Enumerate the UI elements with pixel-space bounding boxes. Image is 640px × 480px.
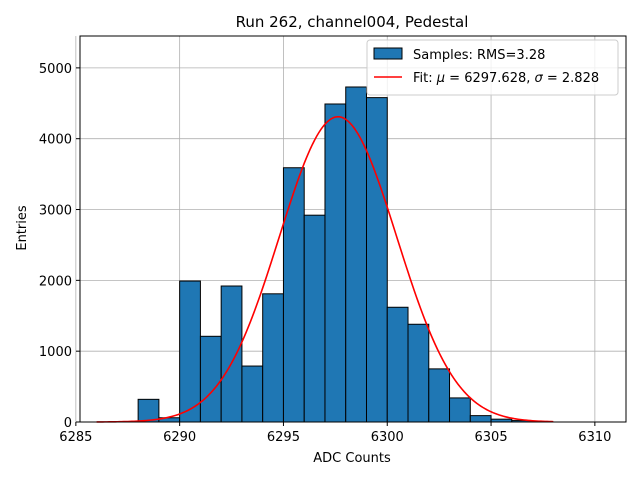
histogram-bar [199, 335, 222, 423]
chart-title: Run 262, channel004, Pedestal [236, 13, 469, 31]
y-tick-label: 5000 [39, 62, 72, 77]
y-axis-ticks: 0 1000 2000 3000 4000 5000 [39, 62, 80, 431]
histogram-bars [137, 86, 534, 423]
legend-swatch-samples [373, 47, 403, 60]
plot-frame [79, 35, 627, 423]
histogram-bar [386, 306, 409, 423]
x-tick-label: 6305 [475, 430, 508, 445]
histogram-bar [241, 365, 264, 423]
fit-curve [96, 115, 554, 423]
legend-label-samples: Samples: RMS=3.28 [413, 48, 545, 63]
x-tick-label: 6295 [267, 430, 300, 445]
y-tick-label: 0 [64, 416, 72, 431]
x-tick-label: 6285 [59, 430, 92, 445]
y-tick-label: 3000 [39, 204, 72, 219]
histogram-bar [220, 285, 243, 423]
histogram-bar [345, 86, 367, 423]
x-tick-label: 6310 [578, 430, 611, 445]
x-axis-label: ADC Counts [313, 451, 391, 466]
legend-box [366, 39, 619, 96]
histogram-bar [179, 280, 201, 423]
histogram-bar [407, 323, 430, 423]
histogram-bar [282, 167, 305, 423]
x-axis-ticks: 6285 6290 6295 6300 6305 6310 [59, 422, 611, 445]
histogram-bar [469, 415, 492, 423]
legend: Samples: RMS=3.28 Fit: μ = 6297.628, σ =… [366, 39, 619, 96]
histogram-bar [262, 293, 284, 423]
histogram-bar [365, 97, 388, 423]
legend-label-fit: Fit: μ = 6297.628, σ = 2.828 [413, 71, 599, 86]
fit-curve-group [96, 115, 554, 423]
y-axis-label: Entries [15, 205, 30, 251]
histogram-bar [449, 397, 471, 423]
y-tick-label: 2000 [39, 274, 72, 289]
y-tick-label: 1000 [39, 345, 72, 360]
histogram-bar [137, 398, 160, 423]
histogram-bar [303, 214, 326, 423]
x-tick-label: 6290 [163, 430, 196, 445]
y-tick-label: 4000 [39, 133, 72, 148]
histogram-bar [324, 103, 347, 423]
histogram-bar [428, 368, 451, 423]
x-tick-label: 6300 [371, 430, 404, 445]
